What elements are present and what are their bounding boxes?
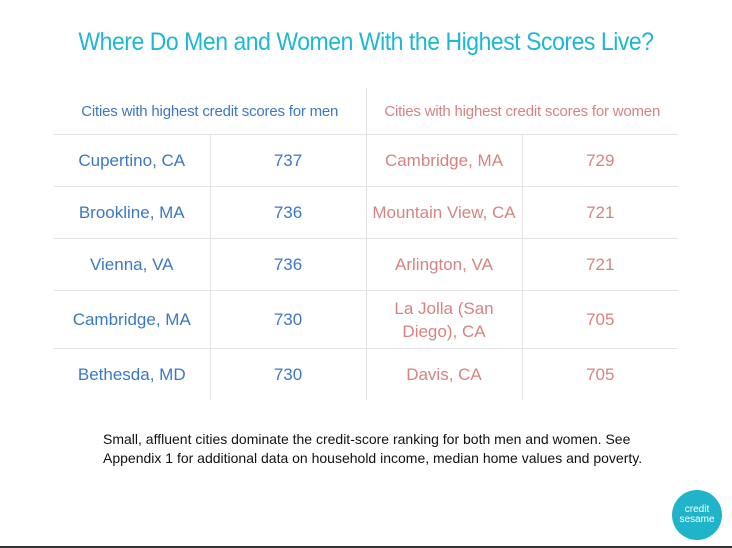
- women-city-cell: Davis, CA: [366, 348, 523, 400]
- women-score-cell: 721: [522, 186, 678, 239]
- chart-title: Where Do Men and Women With the Highest …: [78, 28, 654, 56]
- table-row: Cupertino, CA 737 Cambridge, MA 729: [54, 134, 678, 187]
- table-row: Vienna, VA 736 Arlington, VA 721: [54, 238, 678, 291]
- men-score-cell: 730: [210, 290, 367, 349]
- table-row: Cambridge, MA 730 La Jolla (San Diego), …: [54, 290, 678, 349]
- table-row: Bethesda, MD 730 Davis, CA 705: [54, 348, 678, 400]
- men-city-cell: Bethesda, MD: [54, 348, 211, 400]
- men-city-cell: Vienna, VA: [54, 238, 211, 291]
- women-column-header: Cities with highest credit scores for wo…: [366, 88, 678, 135]
- women-score-cell: 705: [586, 365, 615, 384]
- women-score-cell: 705: [522, 290, 678, 349]
- men-score-cell: 736: [210, 186, 367, 239]
- credit-score-table: Cities with highest credit scores for me…: [54, 88, 678, 400]
- table-header-row: Cities with highest credit scores for me…: [54, 88, 678, 135]
- credit-sesame-logo: credit sesame: [672, 490, 722, 540]
- women-city-cell: Arlington, VA: [366, 238, 523, 291]
- bottom-divider: [0, 546, 732, 548]
- men-score-cell: 736: [210, 238, 367, 291]
- men-score-cell: 730: [210, 348, 367, 400]
- men-column-header: Cities with highest credit scores for me…: [54, 88, 367, 135]
- women-city-cell: Mountain View, CA: [366, 186, 523, 239]
- men-city-cell: Brookline, MA: [54, 186, 211, 239]
- men-score-cell: 737: [210, 134, 367, 187]
- women-city-cell: La Jolla (San Diego), CA: [366, 290, 523, 349]
- logo-text-credit: credit: [684, 504, 710, 515]
- women-score-cell: 729: [522, 134, 678, 187]
- table-row: Brookline, MA 736 Mountain View, CA 721: [54, 186, 678, 239]
- men-city-cell: Cambridge, MA: [54, 290, 211, 349]
- logo-text-sesame: sesame: [679, 514, 715, 525]
- caption-text: Small, affluent cities dominate the cred…: [103, 431, 643, 466]
- women-score-cell: 721: [522, 238, 678, 291]
- women-city-cell: Cambridge, MA: [366, 134, 523, 187]
- men-city-cell: Cupertino, CA: [54, 134, 211, 187]
